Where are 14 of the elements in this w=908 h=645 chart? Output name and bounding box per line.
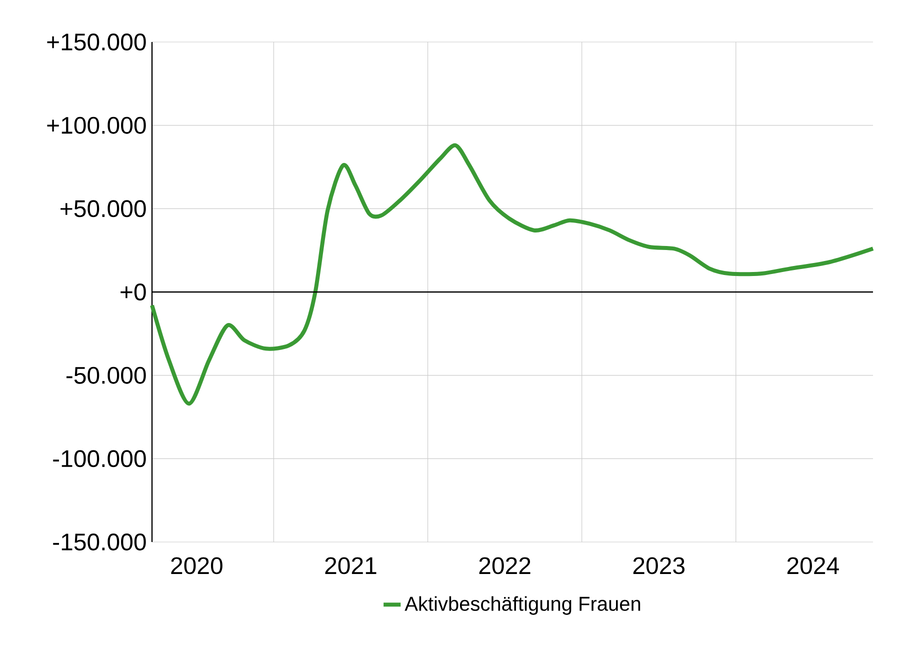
line-series: [150, 143, 875, 406]
x-tick-label: 2022: [479, 557, 530, 574]
y-tick-label: +0: [120, 284, 146, 300]
x-tick-label: 2021: [325, 557, 376, 574]
y-tick-label: -150.000: [53, 534, 146, 550]
x-tick-label: 2024: [787, 557, 839, 574]
legend-label: Aktivbeschäftigung Frauen: [404, 596, 640, 615]
y-tick-label: -100.000: [53, 450, 146, 468]
y-tick-label: +50.000: [60, 200, 146, 218]
x-tick-label: 2023: [633, 557, 684, 574]
x-tick-label: 2020: [171, 557, 222, 574]
y-tick-label: +100.000: [47, 116, 146, 134]
y-tick-label: +150.000: [47, 34, 146, 50]
y-tick-label: -50.000: [66, 366, 146, 384]
